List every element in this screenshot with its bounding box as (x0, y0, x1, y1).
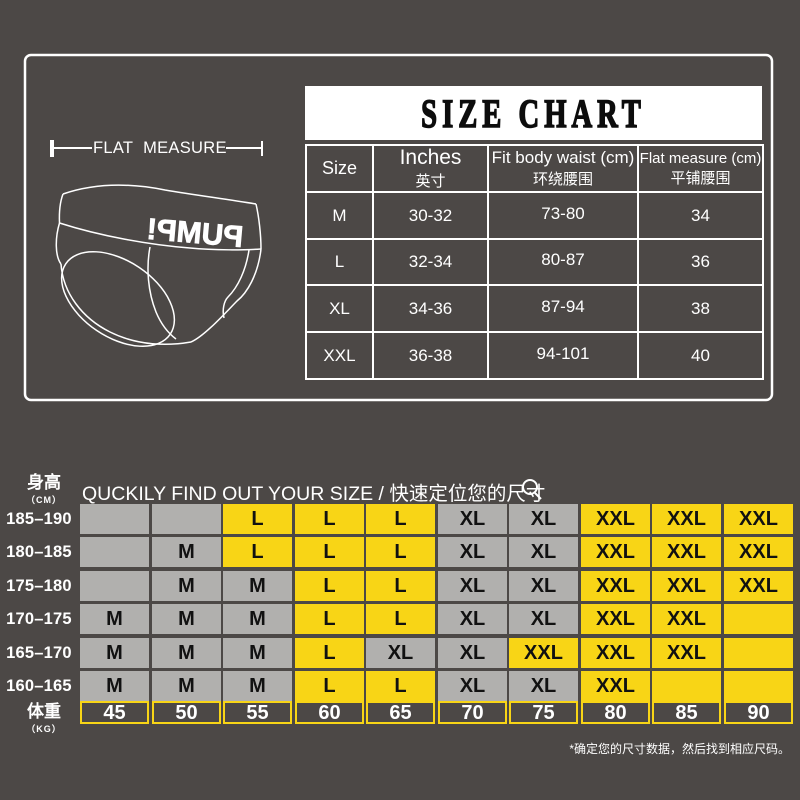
svg-text:PUMP!: PUMP! (145, 213, 244, 254)
